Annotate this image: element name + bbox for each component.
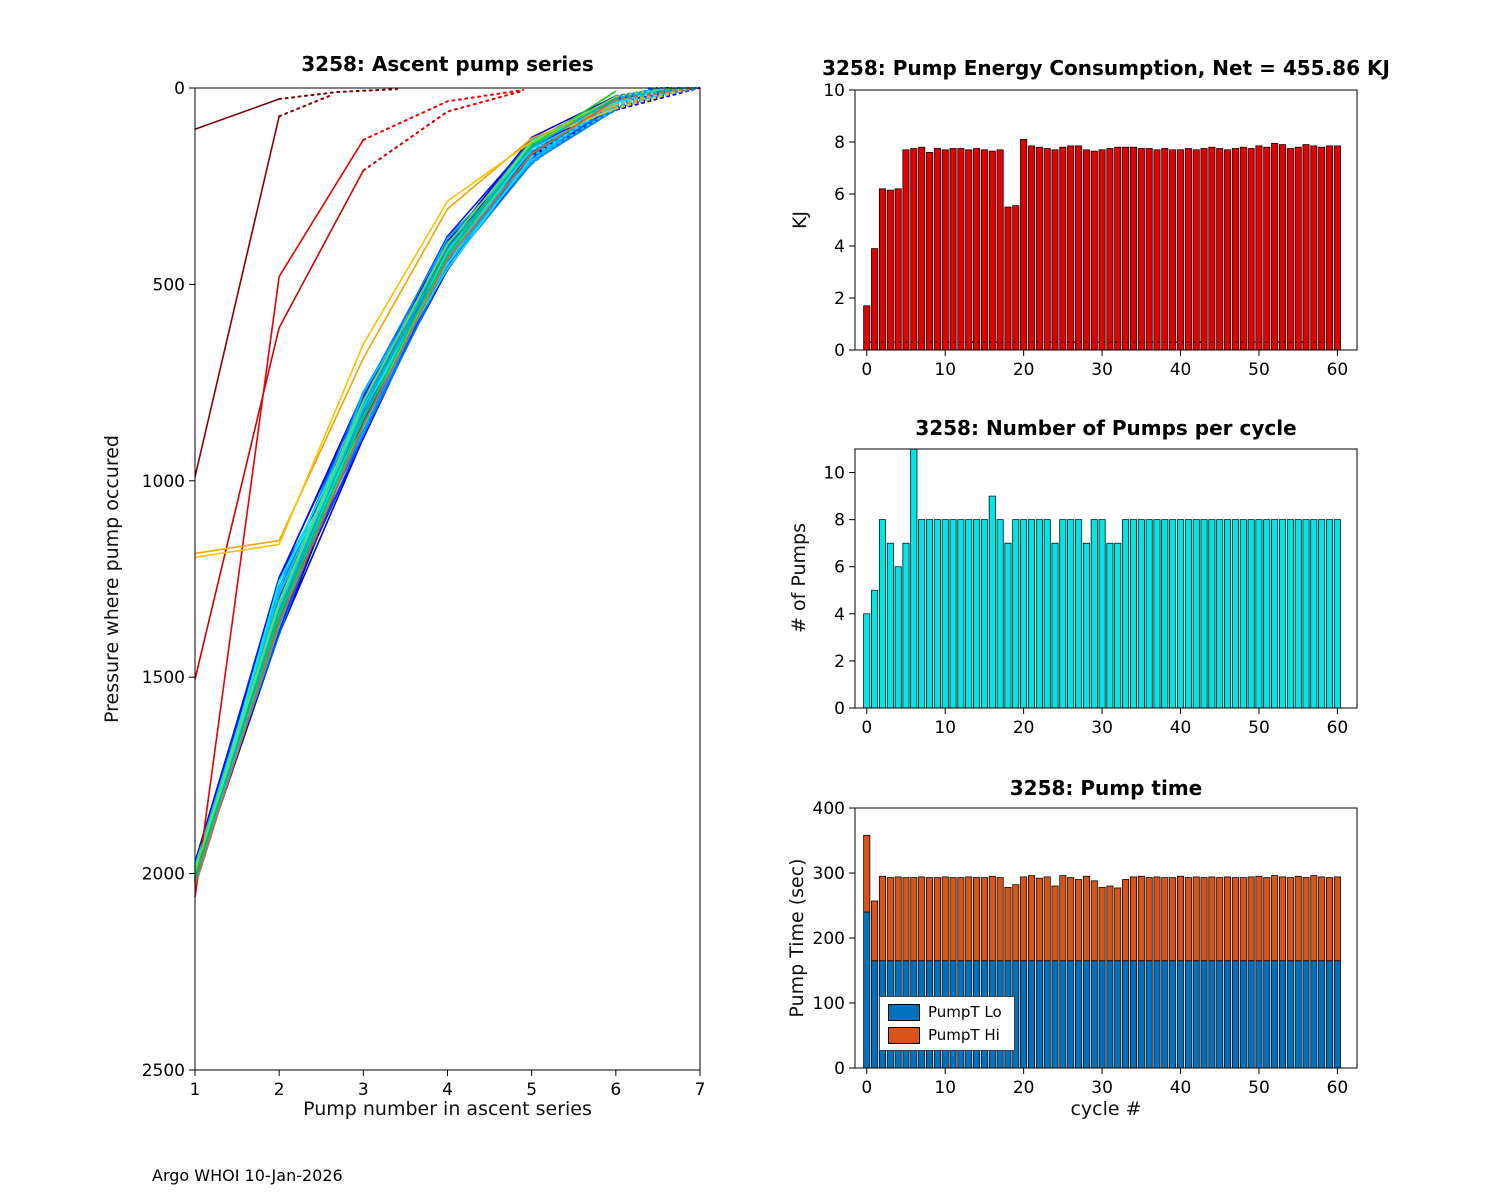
svg-text:2: 2 bbox=[834, 652, 845, 672]
ascent-pump-series-plot: 1 2 3 4 5 6 7 0 500 1000 1500 2000 2500 bbox=[142, 79, 706, 1100]
svg-text:4: 4 bbox=[834, 605, 845, 625]
pumps-per-cycle-plot: 0 10 20 30 40 50 60 0 2 4 6 8 10 bbox=[823, 448, 1358, 738]
svg-text:0: 0 bbox=[861, 718, 872, 738]
svg-text:0: 0 bbox=[174, 79, 185, 99]
svg-text:6: 6 bbox=[834, 558, 845, 578]
svg-text:2: 2 bbox=[274, 1080, 285, 1100]
svg-text:50: 50 bbox=[1248, 360, 1270, 380]
svg-text:20: 20 bbox=[1013, 360, 1035, 380]
svg-text:5: 5 bbox=[526, 1080, 537, 1100]
svg-text:2000: 2000 bbox=[142, 865, 185, 885]
energy-plot-svg: 0 10 20 30 40 50 60 0 2 4 6 8 10 bbox=[823, 81, 1358, 380]
svg-text:30: 30 bbox=[1091, 360, 1113, 380]
ascent-y-axis-label: Pressure where pump occured bbox=[101, 435, 123, 723]
svg-text:0: 0 bbox=[834, 699, 845, 719]
svg-text:10: 10 bbox=[934, 360, 956, 380]
svg-text:40: 40 bbox=[1170, 1078, 1192, 1098]
svg-text:300: 300 bbox=[813, 864, 845, 884]
svg-text:2500: 2500 bbox=[142, 1061, 185, 1081]
svg-text:1500: 1500 bbox=[142, 668, 185, 688]
pumpt-hi-label: PumpT Hi bbox=[928, 1026, 1000, 1044]
svg-text:10: 10 bbox=[823, 464, 845, 484]
svg-text:60: 60 bbox=[1327, 718, 1349, 738]
pumps-chart-title: 3258: Number of Pumps per cycle bbox=[915, 416, 1297, 440]
svg-text:10: 10 bbox=[823, 81, 845, 101]
legend-row-pumpt-lo: PumpT Lo bbox=[888, 1003, 1002, 1021]
svg-text:100: 100 bbox=[813, 994, 845, 1014]
time-x-axis-label: cycle # bbox=[1070, 1098, 1142, 1120]
svg-text:30: 30 bbox=[1091, 1078, 1113, 1098]
pump-time-legend: PumpT Lo PumpT Hi bbox=[879, 996, 1015, 1051]
svg-text:60: 60 bbox=[1327, 1078, 1349, 1098]
svg-text:20: 20 bbox=[1013, 718, 1035, 738]
svg-text:8: 8 bbox=[834, 133, 845, 153]
svg-text:60: 60 bbox=[1327, 360, 1349, 380]
time-y-axis-label: Pump Time (sec) bbox=[786, 858, 808, 1018]
svg-text:7: 7 bbox=[695, 1080, 706, 1100]
ascent-plot-svg: 1 2 3 4 5 6 7 0 500 1000 1500 2000 2500 bbox=[142, 79, 706, 1100]
pump-energy-consumption-plot: 0 10 20 30 40 50 60 0 2 4 6 8 10 bbox=[823, 81, 1358, 380]
svg-text:50: 50 bbox=[1248, 718, 1270, 738]
svg-text:2: 2 bbox=[834, 289, 845, 309]
pumps-y-axis-label: # of Pumps bbox=[788, 523, 810, 633]
ascent-x-axis-label: Pump number in ascent series bbox=[303, 1098, 592, 1120]
svg-text:500: 500 bbox=[153, 275, 185, 295]
svg-text:8: 8 bbox=[834, 511, 845, 531]
svg-text:3: 3 bbox=[358, 1080, 369, 1100]
svg-text:10: 10 bbox=[934, 1078, 956, 1098]
svg-text:1000: 1000 bbox=[142, 472, 185, 492]
svg-text:10: 10 bbox=[934, 718, 956, 738]
svg-text:1: 1 bbox=[190, 1080, 201, 1100]
svg-text:0: 0 bbox=[861, 1078, 872, 1098]
legend-row-pumpt-hi: PumpT Hi bbox=[888, 1026, 1002, 1044]
svg-text:4: 4 bbox=[834, 237, 845, 257]
svg-text:40: 40 bbox=[1170, 360, 1192, 380]
energy-y-axis-label: KJ bbox=[789, 210, 811, 230]
pumpt-lo-swatch-icon bbox=[888, 1003, 920, 1021]
svg-text:6: 6 bbox=[834, 185, 845, 205]
time-chart-title: 3258: Pump time bbox=[1009, 776, 1203, 800]
svg-text:50: 50 bbox=[1248, 1078, 1270, 1098]
svg-text:0: 0 bbox=[834, 1059, 845, 1079]
svg-text:6: 6 bbox=[610, 1080, 621, 1100]
svg-text:30: 30 bbox=[1091, 718, 1113, 738]
svg-text:20: 20 bbox=[1013, 1078, 1035, 1098]
energy-chart-title: 3258: Pump Energy Consumption, Net = 455… bbox=[822, 56, 1390, 80]
svg-text:0: 0 bbox=[861, 360, 872, 380]
svg-text:400: 400 bbox=[813, 799, 845, 819]
svg-text:0: 0 bbox=[834, 341, 845, 361]
footer-credit: Argo WHOI 10-Jan-2026 bbox=[152, 1166, 343, 1185]
pumpt-lo-label: PumpT Lo bbox=[928, 1003, 1002, 1021]
ascent-chart-title: 3258: Ascent pump series bbox=[301, 52, 594, 76]
svg-text:4: 4 bbox=[442, 1080, 453, 1100]
svg-text:200: 200 bbox=[813, 929, 845, 949]
pumps-plot-svg: 0 10 20 30 40 50 60 0 2 4 6 8 10 bbox=[823, 448, 1358, 738]
svg-text:40: 40 bbox=[1170, 718, 1192, 738]
pumpt-hi-swatch-icon bbox=[888, 1026, 920, 1044]
